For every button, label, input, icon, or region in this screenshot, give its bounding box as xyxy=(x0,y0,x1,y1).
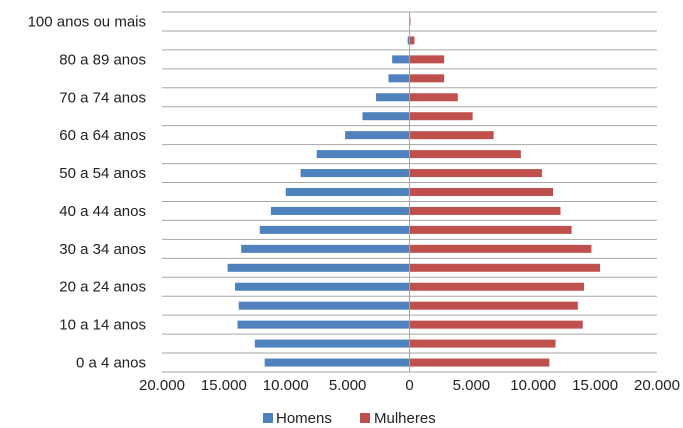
x-axis-tick-labels: 20.000 15.000 10.000 5.000 0 5.000 10.000 15.00… xyxy=(139,377,680,394)
x-tick-label: 15.000 xyxy=(572,377,618,394)
homens-bars xyxy=(227,17,411,367)
mulheres-bars xyxy=(409,17,601,367)
x-tick-label: 10.000 xyxy=(263,377,309,394)
bar-mulheres-13 xyxy=(409,112,473,121)
bar-homens-11 xyxy=(316,150,410,159)
bar-homens-9 xyxy=(285,188,410,196)
bar-homens-14 xyxy=(376,93,410,102)
bar-homens-2 xyxy=(237,320,410,329)
age-group-labels: 0 a 4 anos 10 a 14 anos 20 a 24 anos 30 a 3… xyxy=(28,13,146,371)
bar-homens-12 xyxy=(345,131,410,140)
bar-mulheres-6 xyxy=(409,244,592,253)
category-label: 20 a 24 anos xyxy=(59,279,146,296)
bar-mulheres-17 xyxy=(409,36,415,45)
bar-mulheres-4 xyxy=(409,282,584,291)
bar-mulheres-11 xyxy=(409,150,521,159)
x-tick-label: 20.000 xyxy=(139,377,185,394)
legend-swatch-mulheres xyxy=(360,413,370,423)
bar-mulheres-14 xyxy=(409,93,458,102)
legend-swatch-homens xyxy=(263,413,273,423)
category-label: 30 a 34 anos xyxy=(59,241,146,258)
x-tick-label: 0 xyxy=(405,377,413,394)
category-label: 70 a 74 anos xyxy=(59,89,146,106)
bar-mulheres-2 xyxy=(409,320,583,329)
bar-mulheres-5 xyxy=(409,263,601,272)
x-tick-label: 5.000 xyxy=(329,377,367,394)
bar-homens-16 xyxy=(392,55,410,64)
x-tick-label: 20.000 xyxy=(634,377,680,394)
bar-homens-15 xyxy=(388,74,410,83)
x-tick-label: 10.000 xyxy=(510,377,556,394)
category-label: 50 a 54 anos xyxy=(59,165,146,182)
category-label: 60 a 64 anos xyxy=(59,127,146,144)
bar-homens-13 xyxy=(362,112,410,121)
category-label: 100 anos ou mais xyxy=(28,13,146,30)
category-label: 10 a 14 anos xyxy=(59,317,146,334)
bar-mulheres-16 xyxy=(409,55,445,64)
bar-mulheres-3 xyxy=(409,301,578,310)
bar-mulheres-10 xyxy=(409,169,542,178)
category-label: 40 a 44 anos xyxy=(59,203,146,220)
x-tick-label: 5.000 xyxy=(453,377,491,394)
bar-mulheres-0 xyxy=(409,358,550,367)
bar-homens-6 xyxy=(241,244,410,253)
legend: Homens Mulheres xyxy=(263,410,436,427)
legend-label-mulheres: Mulheres xyxy=(374,410,436,427)
bar-mulheres-7 xyxy=(409,225,572,234)
legend-label-homens: Homens xyxy=(276,410,332,427)
bar-mulheres-12 xyxy=(409,131,494,140)
bar-homens-0 xyxy=(264,358,410,367)
bar-mulheres-8 xyxy=(409,206,561,215)
bar-mulheres-1 xyxy=(409,339,556,348)
bar-homens-1 xyxy=(254,339,410,348)
bar-homens-8 xyxy=(270,206,410,215)
bar-mulheres-9 xyxy=(409,188,554,196)
bar-homens-4 xyxy=(235,282,410,291)
bar-mulheres-15 xyxy=(409,74,445,83)
bar-homens-3 xyxy=(238,301,410,310)
bar-homens-10 xyxy=(300,169,410,178)
bar-homens-17 xyxy=(407,36,410,45)
bar-homens-5 xyxy=(227,263,410,272)
category-label: 80 a 89 anos xyxy=(59,51,146,68)
x-tick-label: 15.000 xyxy=(201,377,247,394)
bar-homens-7 xyxy=(259,225,410,234)
category-label: 0 a 4 anos xyxy=(76,355,146,372)
